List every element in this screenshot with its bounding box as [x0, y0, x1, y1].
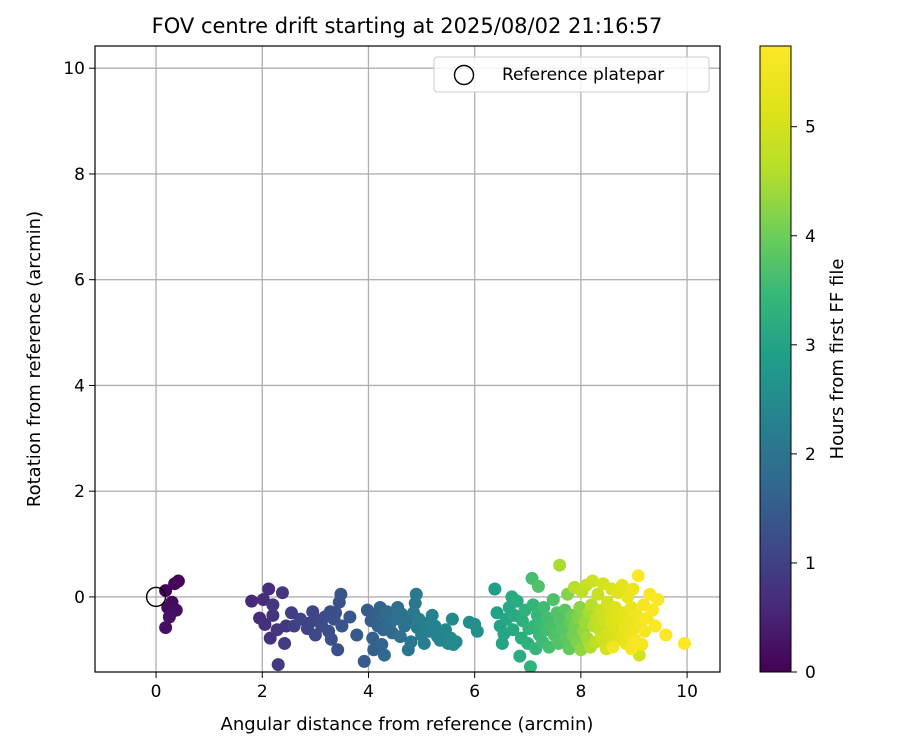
x-tick-label: 8 — [575, 682, 586, 702]
colorbar: 0 1 2 3 4 5 Hours from first FF file — [759, 45, 848, 683]
y-tick-label: 6 — [74, 271, 85, 291]
data-point — [262, 582, 276, 596]
data-point — [553, 558, 567, 572]
data-point — [606, 640, 620, 654]
reference-point — [145, 586, 167, 608]
data-point — [284, 606, 298, 620]
data-point — [323, 605, 337, 619]
legend-box — [433, 56, 710, 93]
data-point — [513, 649, 527, 663]
data-point — [302, 616, 316, 630]
y-tick-label: 10 — [63, 59, 85, 79]
data-point — [393, 630, 407, 644]
legend: Reference platepar — [433, 56, 710, 93]
data-point — [266, 598, 280, 612]
data-point — [159, 621, 173, 635]
data-point — [651, 593, 665, 607]
data-point — [278, 636, 292, 650]
data-point — [308, 628, 322, 642]
data-point — [648, 619, 662, 633]
data-point — [586, 574, 600, 588]
data-point — [409, 587, 423, 601]
y-axis-label: Rotation from reference (arcmin) — [24, 211, 45, 507]
x-tick-label: 4 — [363, 682, 374, 702]
data-point — [343, 610, 357, 624]
data-point — [357, 654, 371, 668]
plot-frame — [94, 45, 721, 673]
colorbar-tick-label: 3 — [805, 336, 816, 356]
data-point — [546, 593, 560, 607]
data-point — [331, 643, 345, 657]
data-point — [615, 578, 629, 592]
data-point — [488, 582, 502, 596]
data-points — [159, 558, 691, 672]
data-point — [510, 594, 524, 608]
data-point — [537, 600, 551, 614]
grid-lines — [95, 46, 720, 672]
data-point — [256, 593, 270, 607]
y-tick-label: 0 — [74, 588, 85, 608]
data-point — [523, 660, 537, 672]
colorbar-tick-label: 4 — [805, 227, 816, 247]
chart-title: FOV centre drift starting at 2025/08/02 … — [152, 14, 663, 38]
data-point — [591, 587, 605, 601]
legend-marker-icon — [453, 64, 475, 86]
x-axis-label: Angular distance from reference (arcmin) — [221, 714, 594, 735]
y-tick-label: 4 — [74, 376, 85, 396]
data-point — [449, 635, 463, 649]
data-point — [445, 612, 459, 626]
colorbar-tick-label: 2 — [805, 445, 816, 465]
data-point — [638, 624, 652, 638]
reference-marker-group — [145, 586, 167, 608]
data-point — [490, 606, 504, 620]
data-point — [506, 623, 520, 637]
data-point — [417, 636, 431, 650]
data-point — [275, 586, 289, 600]
data-point — [375, 638, 389, 652]
legend-entry-label: Reference platepar — [502, 65, 664, 85]
colorbar-label: Hours from first FF file — [827, 259, 848, 460]
x-tick-label: 10 — [676, 682, 698, 702]
y-tick-label: 8 — [74, 165, 85, 185]
data-point — [428, 619, 442, 633]
colorbar-gradient — [759, 45, 792, 673]
data-point — [646, 603, 660, 617]
data-point — [245, 594, 259, 608]
data-point — [631, 569, 645, 583]
data-point — [159, 584, 173, 598]
data-point — [377, 648, 391, 662]
data-point — [627, 635, 641, 649]
x-tick-label: 6 — [469, 682, 480, 702]
data-point — [366, 631, 380, 645]
data-point — [626, 582, 640, 596]
data-point — [258, 617, 272, 631]
data-point — [659, 628, 673, 642]
data-point — [271, 658, 285, 672]
colorbar-tick-label: 0 — [805, 663, 816, 683]
data-point — [584, 598, 598, 612]
y-tick-label: 2 — [74, 482, 85, 502]
data-point — [162, 610, 176, 624]
data-point — [531, 579, 545, 593]
colorbar-tick-label: 1 — [805, 554, 816, 574]
data-point — [335, 619, 349, 633]
data-point — [425, 608, 439, 622]
data-point — [526, 598, 540, 612]
colorbar-tick-label: 5 — [805, 118, 816, 138]
data-point — [470, 624, 484, 638]
data-point — [677, 636, 691, 650]
data-point — [266, 608, 280, 622]
data-point — [404, 635, 418, 649]
data-point — [324, 632, 338, 646]
colorbar-ticks: 0 1 2 3 4 5 — [791, 118, 816, 683]
y-axis-ticks: 0 2 4 6 8 10 — [63, 59, 95, 608]
x-axis-ticks: 0 2 4 6 8 10 — [151, 672, 698, 702]
data-point — [168, 577, 182, 591]
data-point — [334, 587, 348, 601]
x-tick-label: 0 — [151, 682, 162, 702]
x-tick-label: 2 — [257, 682, 268, 702]
data-point — [350, 628, 364, 642]
